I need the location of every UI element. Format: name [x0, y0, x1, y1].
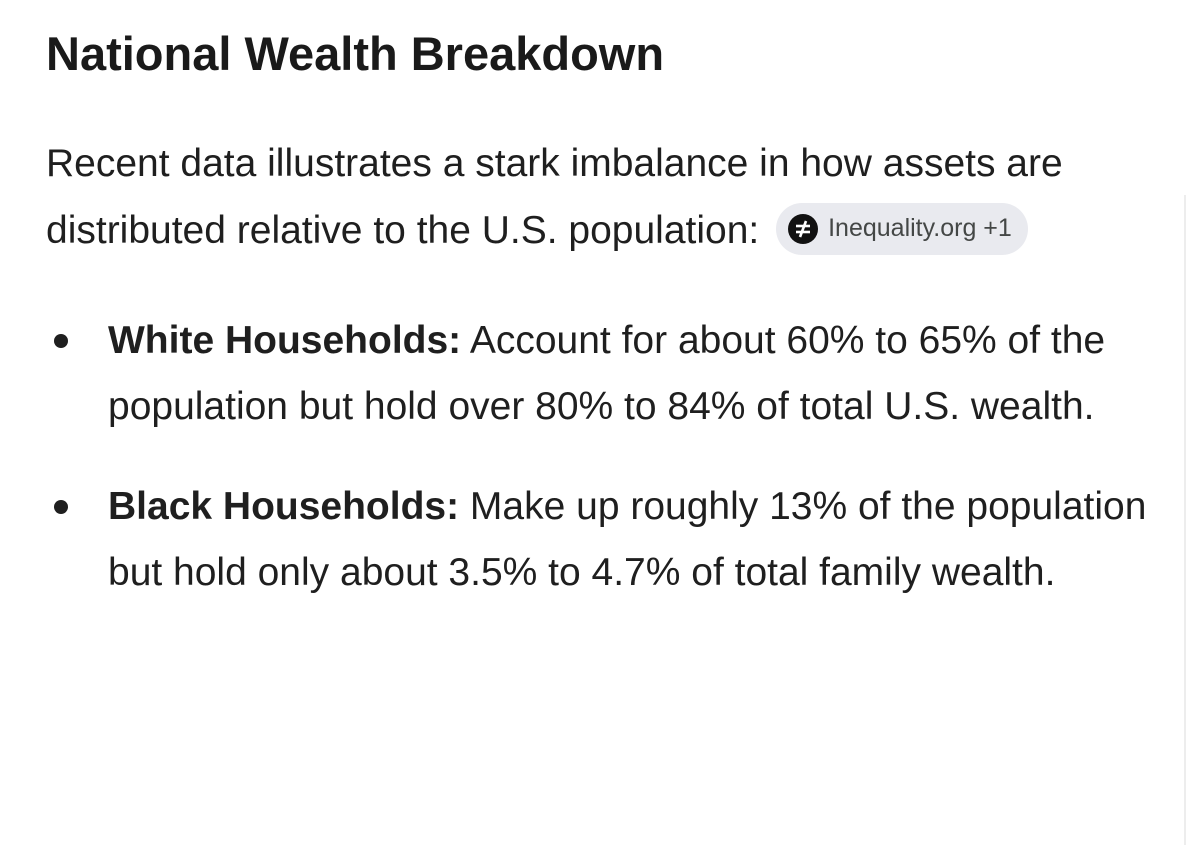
bullet-term: White Households:	[108, 319, 462, 362]
bullet-dot	[54, 500, 68, 514]
bullet-text: Make up roughly 13% of the population bu…	[108, 485, 1147, 594]
source-label: Inequality.org +1	[828, 214, 1012, 243]
bullet-dot	[54, 334, 68, 348]
bullet-term: Black Households:	[108, 485, 460, 528]
bullet-item: White Households: Account for about 60% …	[46, 308, 1158, 440]
intro-text: Recent data illustrates a stark imbalanc…	[46, 142, 1063, 252]
bullet-text: Account for about 60% to 65% of the popu…	[108, 319, 1106, 428]
intro: Recent data illustrates a stark imbalanc…	[46, 130, 1158, 264]
source-icon	[788, 213, 819, 244]
bullet-list: White Households: Account for about 60% …	[46, 308, 1158, 606]
source-chip[interactable]: Inequality.org +1	[776, 202, 1028, 255]
response: National Wealth Breakdown Recent data il…	[46, 22, 1158, 640]
bullet-item: Black Households: Make up roughly 13% of…	[46, 474, 1158, 606]
heading: National Wealth Breakdown	[46, 27, 665, 80]
scrollbar-track	[1184, 195, 1186, 845]
